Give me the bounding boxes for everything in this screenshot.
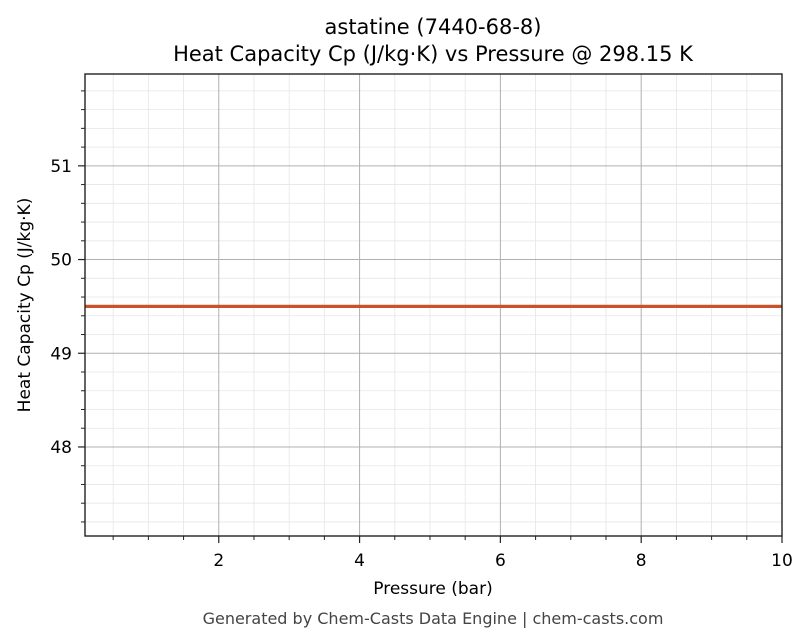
x-axis-label: Pressure (bar)	[373, 579, 492, 599]
x-tick-label: 10	[771, 551, 793, 571]
y-axis-label: Heat Capacity Cp (J/kg·K)	[15, 198, 35, 413]
chart-title: astatine (7440-68-8)	[325, 15, 542, 39]
chart-subtitle: Heat Capacity Cp (J/kg·K) vs Pressure @ …	[173, 42, 694, 66]
y-tick-label: 49	[50, 344, 72, 364]
ticks	[78, 90, 783, 543]
footer-credit: Generated by Chem-Casts Data Engine | ch…	[203, 609, 664, 628]
x-tick-labels: 2 4 6 8 10	[213, 551, 792, 571]
x-tick-label: 8	[636, 551, 647, 571]
x-tick-label: 6	[495, 551, 506, 571]
y-tick-label: 50	[50, 251, 72, 271]
x-tick-label: 2	[213, 551, 224, 571]
plot-frame	[84, 73, 783, 537]
y-tick-labels: 48 49 50 51	[50, 157, 72, 458]
x-tick-label: 4	[354, 551, 365, 571]
y-tick-label: 48	[50, 438, 72, 458]
y-tick-label: 51	[50, 157, 72, 177]
